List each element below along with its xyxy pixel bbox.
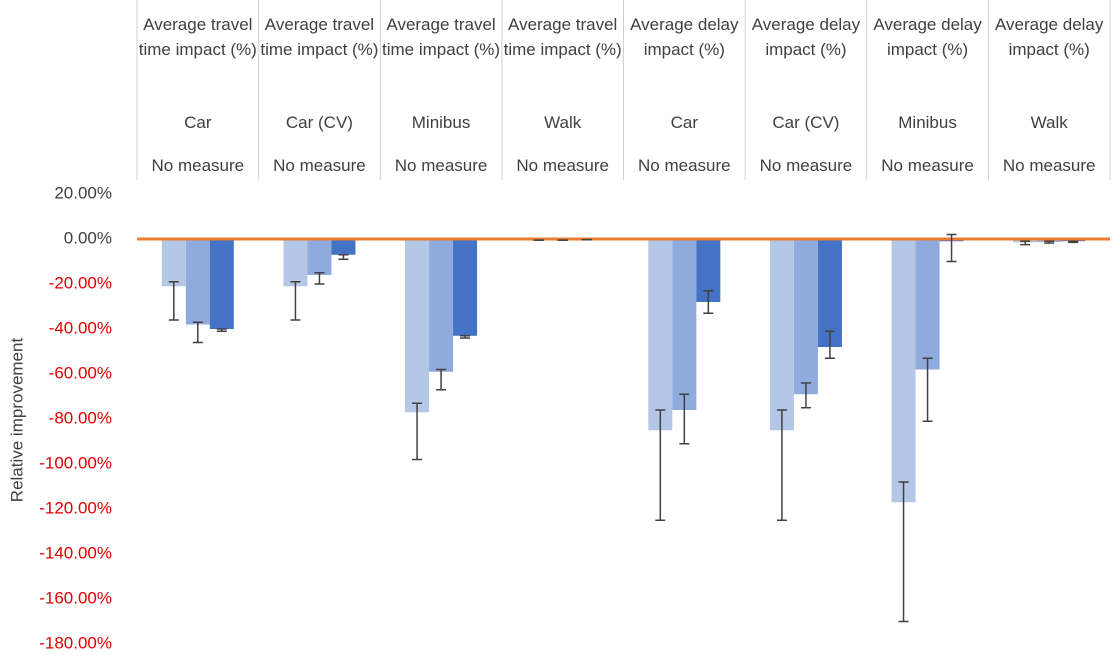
category-label-cell: No measure [394,156,488,175]
category-label-cell: No measure [1002,156,1096,175]
category-label: No measure [638,156,731,175]
category-label: No measure [1002,156,1096,175]
category-label: Car (CV) [772,113,840,132]
bar [769,239,794,431]
category-label-cell: No measure [151,156,245,175]
bar [648,239,673,431]
category-label: No measure [881,156,974,175]
bar [891,239,916,503]
category-label-cell: No measure [759,156,853,175]
category-label: No measure [759,156,853,175]
bar [185,239,210,325]
bar [453,239,478,336]
y-tick-label: -100.00% [39,453,112,472]
y-tick-label: 0.00% [64,228,112,247]
category-label: Car [670,113,699,132]
category-label: Car (CV) [285,113,353,132]
category-label-cell: Car (CV) [285,113,353,132]
category-label: Average delay impact (%) [873,15,982,59]
category-label-cell: Average travel time impact (%) [138,15,257,59]
bar [209,239,234,329]
bar [283,239,308,287]
bar [331,239,356,255]
bar [161,239,186,287]
bar [817,239,842,347]
category-label: No measure [273,156,366,175]
category-label-cell: No measure [516,156,609,175]
category-label: Average travel time impact (%) [260,15,379,59]
bar [429,239,454,372]
y-tick-label: -180.00% [39,633,112,650]
category-label-cell: Average travel time impact (%) [382,15,501,59]
category-label: Average delay impact (%) [630,15,739,59]
y-tick-label: -80.00% [49,408,112,427]
category-label-cell: Average delay impact (%) [630,15,739,59]
category-label: Average travel time impact (%) [382,15,501,59]
category-label-cell: No measure [273,156,366,175]
category-label-cell: Average delay impact (%) [751,15,861,59]
category-label: No measure [516,156,609,175]
category-label-cell: Car (CV) [772,113,840,132]
category-label: No measure [394,156,488,175]
category-label-cell: Average travel time impact (%) [260,15,379,59]
y-tick-label: -40.00% [49,318,112,337]
category-label: Minibus [411,113,471,132]
bar [405,239,430,413]
y-tick-label: -140.00% [39,543,112,562]
category-label-cell: Average travel time impact (%) [503,15,622,59]
y-tick-label: 20.00% [54,183,112,202]
category-label: Average travel time impact (%) [138,15,257,59]
category-label-cell: Minibus [898,113,957,132]
y-tick-label: -120.00% [39,498,112,517]
category-label: Car [184,113,212,132]
category-label-cell: Car [184,113,212,132]
category-label-cell: Minibus [411,113,471,132]
bar [672,239,697,410]
bar [793,239,818,395]
y-tick-label: -60.00% [49,363,112,382]
category-label: Average travel time impact (%) [503,15,622,59]
category-label: Average delay impact (%) [995,15,1104,59]
category-label-cell: Walk [1030,113,1068,132]
category-label: Walk [544,113,582,132]
category-label-cell: Average delay impact (%) [995,15,1104,59]
category-label: Average delay impact (%) [751,15,861,59]
category-label: Minibus [898,113,957,132]
y-tick-label: -20.00% [49,273,112,292]
category-label-cell: Car [670,113,699,132]
y-axis-label: Relative improvement [7,338,26,503]
category-label-cell: No measure [881,156,974,175]
category-label: Walk [1030,113,1068,132]
category-label: No measure [151,156,245,175]
y-tick-label: -160.00% [39,588,112,607]
category-label-cell: No measure [638,156,731,175]
category-label-cell: Walk [544,113,582,132]
bar [307,239,332,275]
category-label-cell: Average delay impact (%) [873,15,982,59]
bar [915,239,940,370]
